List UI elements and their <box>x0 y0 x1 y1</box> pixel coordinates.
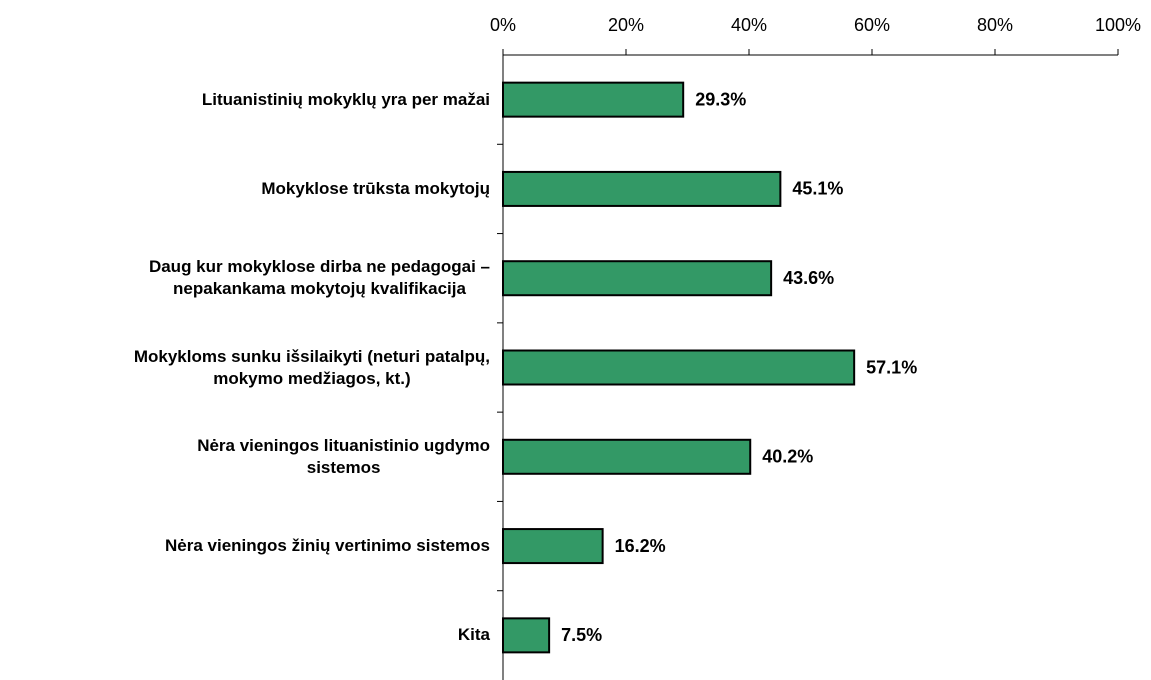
data-label: 43.6% <box>783 268 834 288</box>
bar <box>502 170 782 207</box>
category-label: Nėra vieningos žinių vertinimo sistemos <box>165 536 490 556</box>
bar <box>502 617 551 654</box>
data-label: 7.5% <box>561 625 602 645</box>
x-tick-label: 60% <box>854 15 890 35</box>
x-tick-label: 100% <box>1095 15 1141 35</box>
category-label: Lituanistinių mokyklų yra per mažai <box>201 89 490 109</box>
x-tick-label: 0% <box>490 15 516 35</box>
data-label: 57.1% <box>866 357 917 377</box>
bar <box>502 349 856 386</box>
category-label: Nėra vieningos lituanistinio ugdymo sist… <box>197 435 490 477</box>
data-label: 45.1% <box>792 179 843 199</box>
category-label-box: Nėra vieningos žinių vertinimo sistemos <box>165 506 490 586</box>
bar <box>502 81 685 118</box>
bar <box>502 528 604 565</box>
data-label: 29.3% <box>695 89 746 109</box>
category-label: Daug kur mokyklose dirba ne pedagogai – … <box>148 257 490 299</box>
category-label-box: Mokyklose trūksta mokytojų <box>261 149 490 229</box>
data-label: 40.2% <box>762 447 813 467</box>
category-label: Mokyklose trūksta mokytojų <box>261 178 490 198</box>
category-label-box: Kita <box>458 595 490 675</box>
category-label: Mokykloms sunku išsilaikyti (neturi pata… <box>133 346 490 388</box>
category-label-box: Nėra vieningos lituanistinio ugdymo sist… <box>197 417 490 497</box>
data-label: 16.2% <box>615 536 666 556</box>
x-tick-label: 20% <box>608 15 644 35</box>
category-label-box: Lituanistinių mokyklų yra per mažai <box>202 60 490 140</box>
x-tick-label: 40% <box>731 15 767 35</box>
bar <box>502 438 752 475</box>
x-tick-label: 80% <box>977 15 1013 35</box>
category-label: Kita <box>457 625 490 645</box>
category-label-box: Daug kur mokyklose dirba ne pedagogai – … <box>149 238 490 318</box>
category-label-box: Mokykloms sunku išsilaikyti (neturi pata… <box>134 328 490 408</box>
bar <box>502 260 773 297</box>
